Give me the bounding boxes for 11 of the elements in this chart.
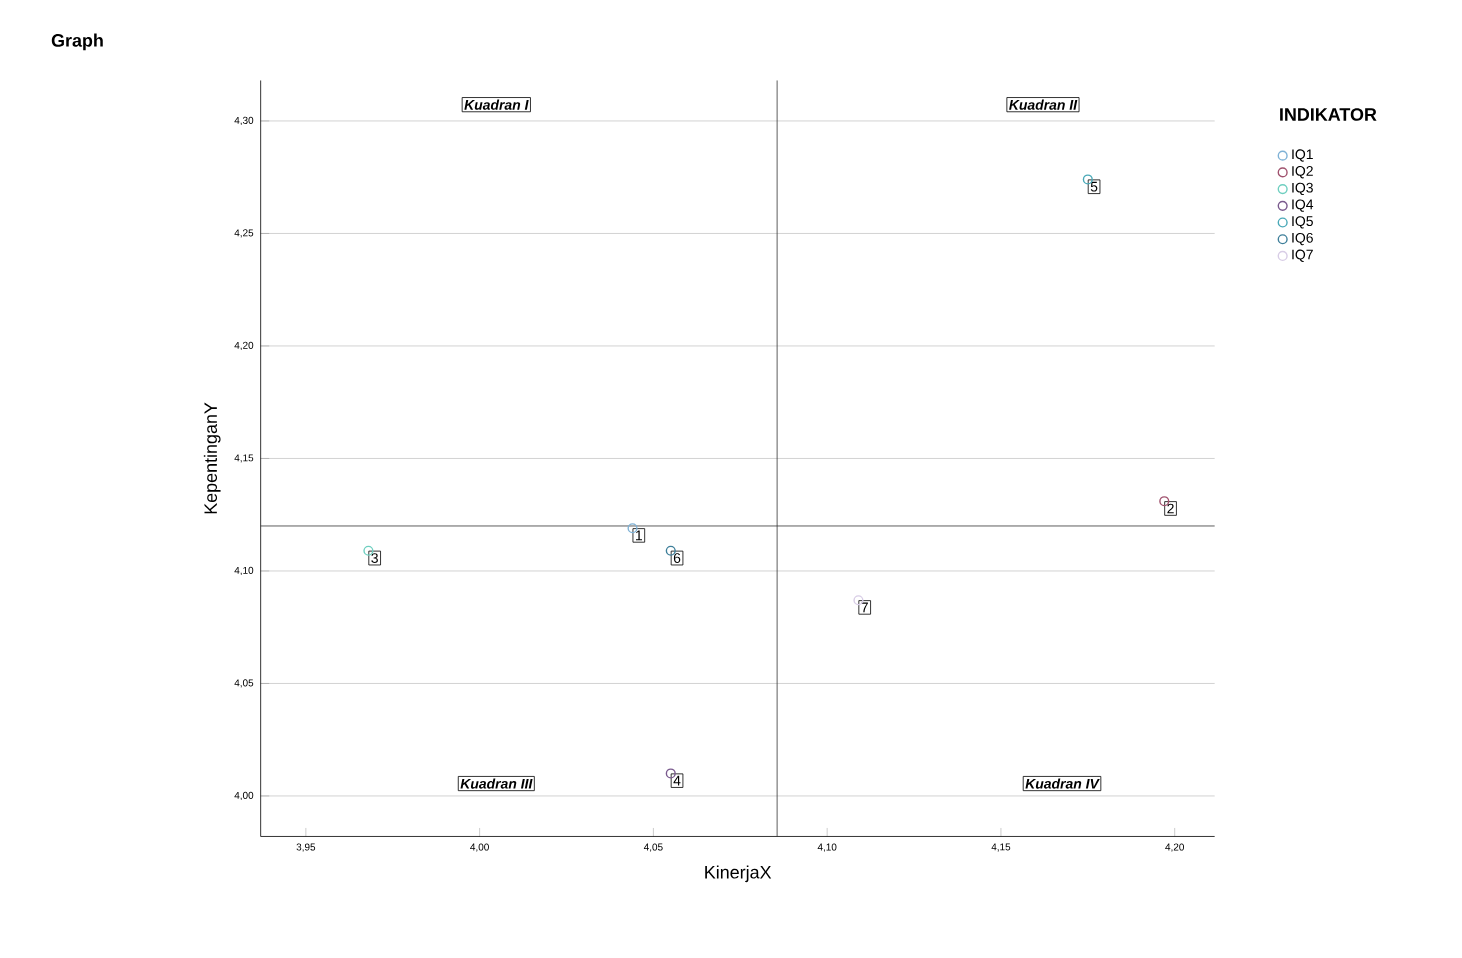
point	[1159, 496, 1170, 507]
x-axis-title: KinerjaX	[705, 865, 772, 883]
y-axis-title: KepentinganY	[203, 402, 221, 514]
point	[665, 768, 676, 779]
point	[1082, 174, 1093, 185]
text: Graph	[51, 33, 103, 51]
point	[665, 545, 676, 556]
point	[627, 523, 638, 534]
point	[853, 595, 864, 606]
point	[363, 545, 374, 556]
legend-title: INDIKATOR	[1280, 108, 1377, 121]
